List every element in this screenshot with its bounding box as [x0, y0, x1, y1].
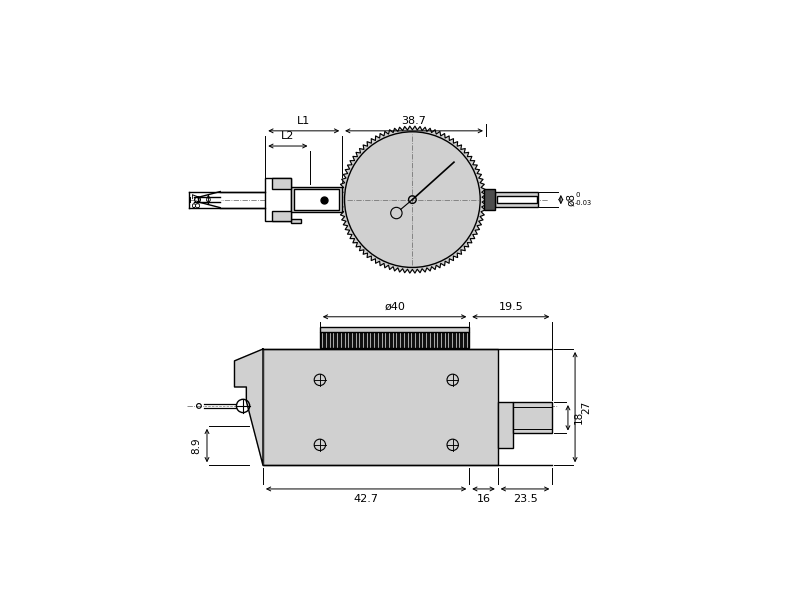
Text: ø40: ø40 — [384, 302, 405, 312]
Bar — [273, 211, 291, 221]
Bar — [498, 402, 514, 448]
Text: 8.7: 8.7 — [193, 192, 202, 208]
Text: -0.03: -0.03 — [575, 200, 592, 206]
Text: 0: 0 — [575, 192, 579, 198]
Bar — [291, 219, 301, 224]
Text: ø8: ø8 — [566, 193, 577, 206]
Bar — [514, 402, 552, 434]
Text: 27: 27 — [581, 400, 590, 414]
Text: 18: 18 — [574, 411, 584, 424]
Text: L2: L2 — [281, 131, 294, 141]
Bar — [273, 178, 291, 188]
Polygon shape — [234, 349, 263, 465]
Bar — [485, 189, 495, 210]
Text: 38.7: 38.7 — [402, 116, 426, 126]
Polygon shape — [198, 192, 220, 208]
Text: 42.7: 42.7 — [354, 494, 378, 504]
Bar — [320, 326, 470, 333]
Polygon shape — [339, 126, 486, 273]
Text: 19.5: 19.5 — [498, 302, 523, 312]
Bar — [263, 349, 498, 465]
Circle shape — [345, 132, 480, 267]
Bar — [497, 196, 537, 203]
Bar — [291, 187, 342, 213]
Bar — [320, 333, 470, 347]
Polygon shape — [204, 404, 236, 408]
Bar — [294, 189, 339, 210]
Bar — [495, 192, 538, 207]
Text: 23.5: 23.5 — [513, 494, 538, 504]
Text: 16: 16 — [477, 494, 490, 504]
Bar — [266, 178, 291, 221]
Text: L1: L1 — [297, 116, 310, 126]
Text: 8.9: 8.9 — [191, 437, 202, 454]
